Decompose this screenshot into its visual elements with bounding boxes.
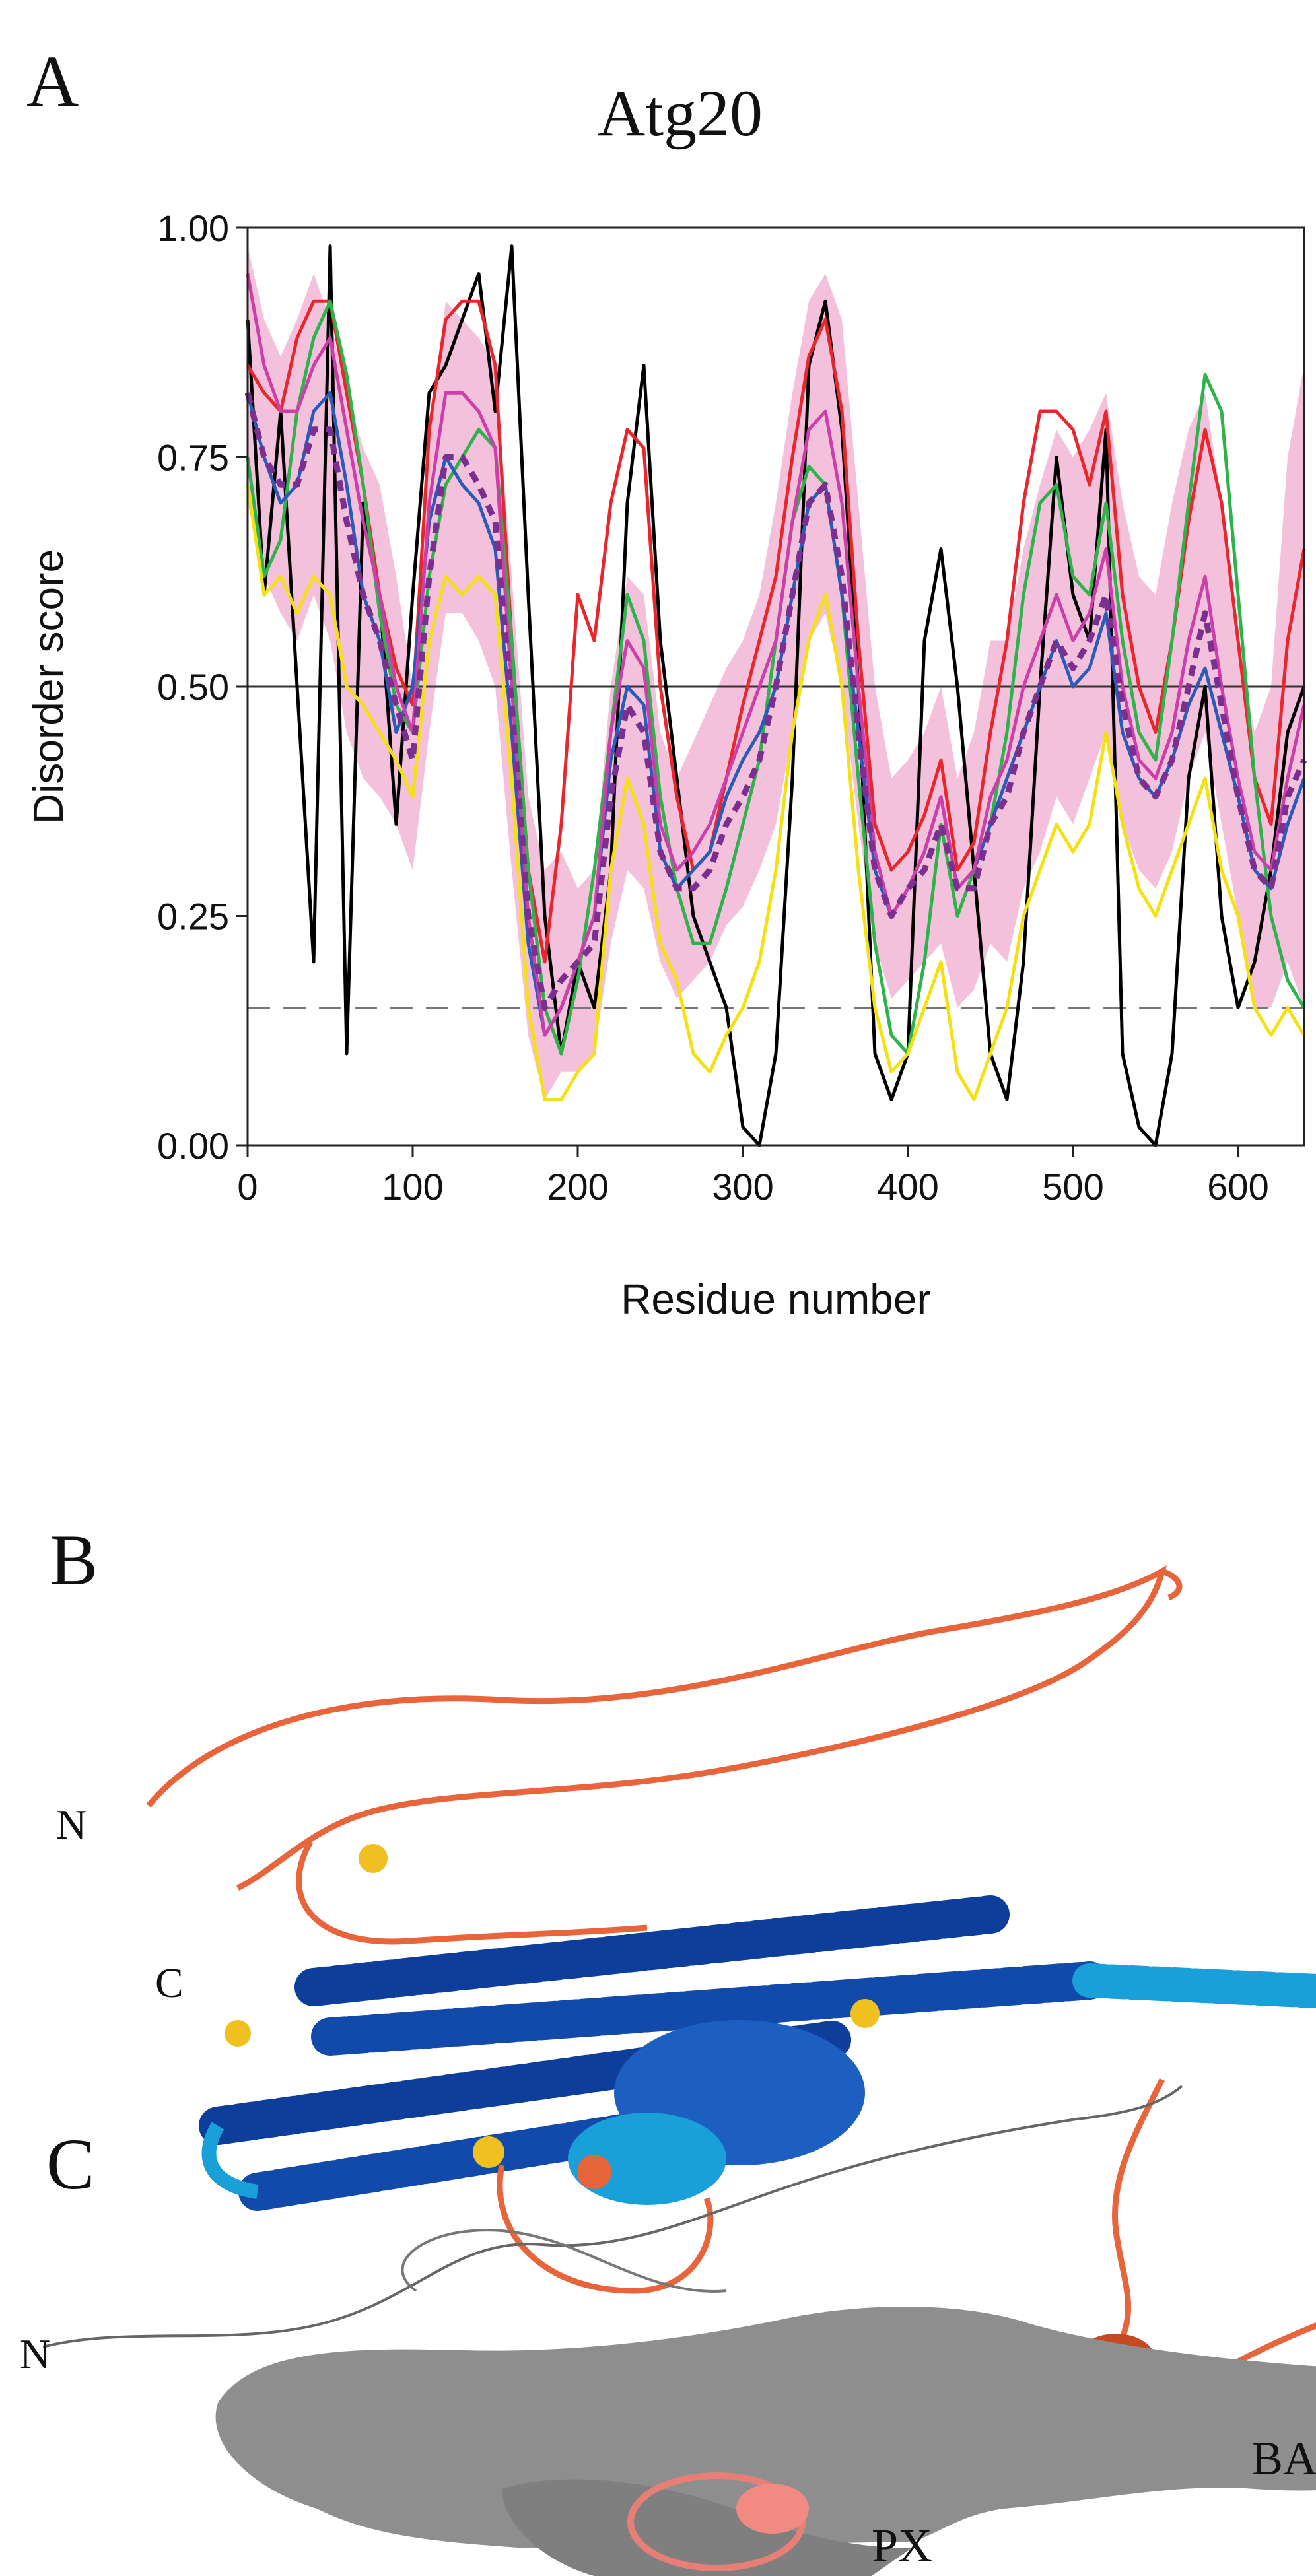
x-tick-label: 100 [382, 1166, 443, 1207]
y-tick-label: 0.50 [157, 666, 229, 708]
helix-turn [201, 2122, 259, 2199]
n-terminus-label-b: N [56, 1801, 87, 1848]
y-tick-label: 0.25 [157, 896, 229, 937]
c-terminus-label-b: C [155, 1959, 184, 2006]
short-helix-orange [577, 2155, 611, 2189]
y-tick-label: 1.00 [157, 207, 229, 249]
loop-segment [296, 1840, 648, 1945]
y-ticks: 0.00 0.25 0.50 0.75 1.00 [157, 207, 248, 1167]
bar-helix-2 [311, 1961, 1109, 2056]
x-ticks: 0 100 200 300 400 500 600 [237, 1145, 1269, 1207]
x-tick-label: 500 [1042, 1166, 1103, 1207]
px-domain-label: PX [872, 2519, 932, 2572]
disordered-loop-c [42, 2085, 1183, 2348]
n-terminal-disordered-loop [146, 1565, 1167, 1891]
surface-structure [42, 2085, 1316, 2576]
short-helix-yellow [225, 2020, 251, 2047]
series-magenta [246, 273, 1306, 1037]
x-tick-label: 300 [712, 1166, 773, 1207]
series-yellow [246, 484, 1306, 1101]
px-domain-surface [502, 2479, 911, 2576]
disordered-loop-c [401, 2229, 727, 2293]
n-terminus-label-c: N [20, 2330, 50, 2377]
series-layer [244, 244, 1307, 1147]
panel-a-label: A [26, 41, 79, 121]
mean-sd-band [248, 246, 1304, 1100]
panel-c-label: C [46, 2124, 94, 2204]
x-tick-label: 400 [877, 1166, 938, 1207]
series-mean [244, 392, 1307, 1011]
bar-helix-1 [294, 1895, 1010, 2006]
bar-domain-surface [215, 2307, 1316, 2548]
bar-helix-extension [1072, 1963, 1316, 2008]
x-tick-label: 200 [547, 1166, 608, 1207]
series-red [246, 299, 1306, 964]
disorder-band-layer [248, 246, 1304, 1100]
panel-b-label: B [50, 1520, 98, 1600]
y-tick-label: 0.00 [157, 1125, 229, 1167]
short-helix-yellow [359, 1844, 388, 1873]
chart-title: Atg20 [598, 77, 763, 150]
x-tick-label: 600 [1207, 1166, 1268, 1207]
short-helix-yellow [473, 2136, 504, 2168]
bar-domain-label: BAR [1251, 2432, 1316, 2485]
px-loop [497, 2165, 714, 2294]
y-tick-label: 0.75 [157, 437, 229, 479]
y-axis-label: Disorder score [24, 549, 72, 824]
short-helix-yellow [850, 1999, 880, 2028]
series-black [246, 244, 1306, 1147]
disorder-chart: 0 100 200 300 400 500 600 0.00 0.25 0.50 0.75 1.00 [157, 207, 1307, 1207]
x-tick-label: 0 [237, 1166, 258, 1207]
loop-tip [1161, 1568, 1183, 1601]
px-ribbon-highlight [736, 2484, 809, 2534]
x-axis-label: Residue number [621, 1275, 931, 1323]
protein-ribbon-structure [146, 1565, 1316, 2397]
